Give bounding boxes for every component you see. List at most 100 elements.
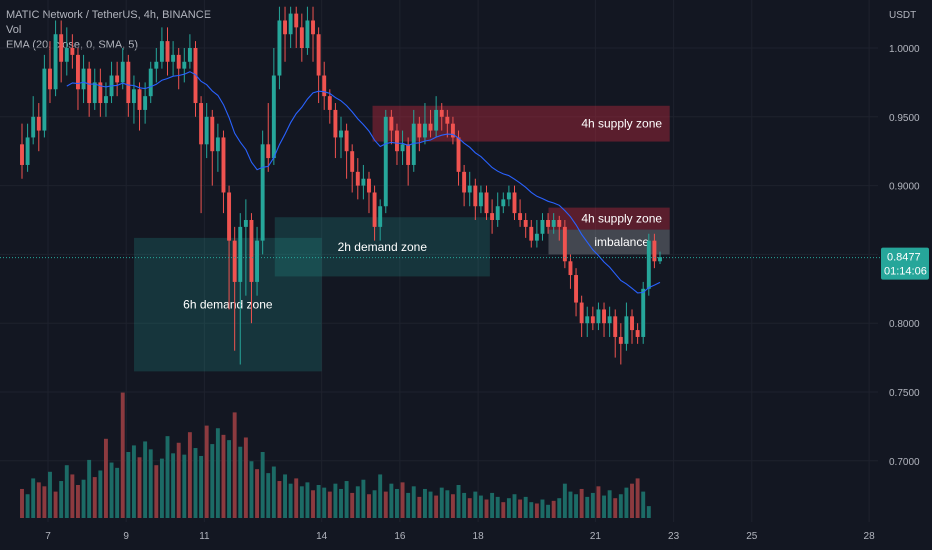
candle-body: [439, 109, 444, 117]
candle-body: [395, 130, 399, 152]
volume-bar: [540, 499, 545, 518]
y-tick-label: 0.7000: [889, 457, 920, 468]
volume-bar: [143, 441, 148, 518]
candle-body: [25, 137, 30, 165]
volume-bar: [574, 494, 579, 518]
candle-body: [115, 75, 120, 83]
zone-label: 2h demand zone: [338, 240, 428, 254]
candle-body: [59, 34, 64, 62]
candle-body: [478, 192, 483, 207]
volume-bar: [562, 483, 567, 518]
candle-body: [596, 309, 601, 324]
volume-bar: [25, 494, 30, 518]
candle-body: [120, 61, 125, 83]
candle-body: [495, 206, 500, 220]
volume-bar: [428, 491, 433, 518]
candle-body: [288, 13, 293, 35]
candle-body: [182, 61, 187, 69]
candle-body: [422, 123, 427, 138]
zone-demand[interactable]: [274, 217, 490, 277]
current-price-tag: 0.8477 01:14:06: [881, 247, 929, 280]
candle-body: [344, 130, 349, 152]
volume-bar: [344, 481, 349, 518]
zone-label: imbalance: [594, 235, 649, 249]
candle-body: [406, 144, 411, 165]
volume-bar: [277, 481, 282, 518]
volume-bar: [294, 478, 299, 518]
candle-body: [411, 123, 416, 165]
candle-body: [64, 48, 69, 62]
candle-body: [624, 316, 629, 344]
volume-bar: [70, 474, 75, 518]
candle-body: [450, 123, 455, 138]
volume-bar: [283, 474, 287, 518]
zone-supply[interactable]: [372, 105, 670, 142]
volume-bar: [417, 496, 422, 518]
zone-label: 4h supply zone: [581, 212, 662, 226]
volume-bar: [221, 434, 226, 518]
volume-bar: [618, 494, 623, 518]
volume-bar: [478, 495, 483, 518]
volume-bar: [389, 483, 394, 518]
candle-body: [154, 61, 159, 69]
volume-bar: [551, 500, 556, 518]
candle-body: [221, 137, 226, 193]
volume-bar: [299, 486, 304, 518]
candle-body: [243, 220, 248, 227]
candle-body: [53, 34, 58, 90]
volume-bar: [462, 492, 467, 518]
candle-body: [204, 116, 209, 145]
volume-bar: [641, 491, 646, 518]
volume-bar: [137, 457, 142, 518]
candle-body: [456, 137, 461, 172]
candle-body: [98, 82, 103, 104]
volume-bars: [20, 392, 651, 518]
candle-body: [159, 41, 164, 62]
candle-body: [540, 220, 545, 234]
x-tick-label: 14: [316, 531, 328, 542]
volume-bar: [411, 486, 416, 518]
volume-bar: [339, 488, 343, 518]
volume-bar: [266, 473, 271, 518]
candle-body: [473, 185, 478, 207]
candle-countdown: 01:14:06: [884, 266, 927, 278]
volume-bar: [76, 485, 80, 518]
candle-body: [311, 20, 315, 35]
volume-indicator-label[interactable]: Vol: [6, 24, 22, 36]
volume-bar: [546, 504, 551, 518]
volume-bar: [445, 490, 450, 518]
volume-bar: [501, 502, 506, 518]
volume-bar: [232, 412, 237, 518]
candle-body: [294, 13, 299, 28]
symbol-title[interactable]: MATIC Network / TetherUS, 4h, BINANCE: [6, 9, 211, 21]
volume-bar: [607, 490, 612, 518]
volume-bar: [473, 491, 478, 518]
candle-body: [92, 82, 97, 104]
price-axis[interactable]: USDT 1.00000.95000.90000.85000.80000.750…: [889, 10, 920, 468]
volume-bar: [98, 470, 103, 518]
zone-supply[interactable]: [548, 207, 670, 230]
volume-bar: [630, 483, 634, 518]
candle-body: [283, 20, 287, 35]
volume-bar: [126, 452, 131, 518]
volume-bar: [333, 483, 338, 518]
candle-body: [87, 68, 92, 104]
candle-body: [148, 68, 153, 97]
volume-bar: [602, 495, 606, 518]
x-tick-label: 18: [473, 531, 485, 542]
time-axis[interactable]: 7 9 11 14 16 18 21 23 25 28: [45, 531, 875, 542]
zones: 6h demand zone 2h demand zone 4h supply zo…: [134, 105, 670, 372]
volume-bar: [434, 495, 439, 518]
x-tick-label: 7: [45, 531, 51, 542]
volume-bar: [316, 485, 321, 518]
zone-demand[interactable]: [134, 237, 322, 372]
x-tick-label: 28: [864, 531, 876, 542]
candle-body: [467, 185, 472, 193]
volume-bar: [165, 436, 170, 518]
candle-body: [428, 123, 433, 131]
candle-body: [501, 199, 506, 207]
volume-bar: [450, 494, 455, 518]
candle-body: [81, 68, 86, 90]
volume-bar: [36, 482, 41, 518]
